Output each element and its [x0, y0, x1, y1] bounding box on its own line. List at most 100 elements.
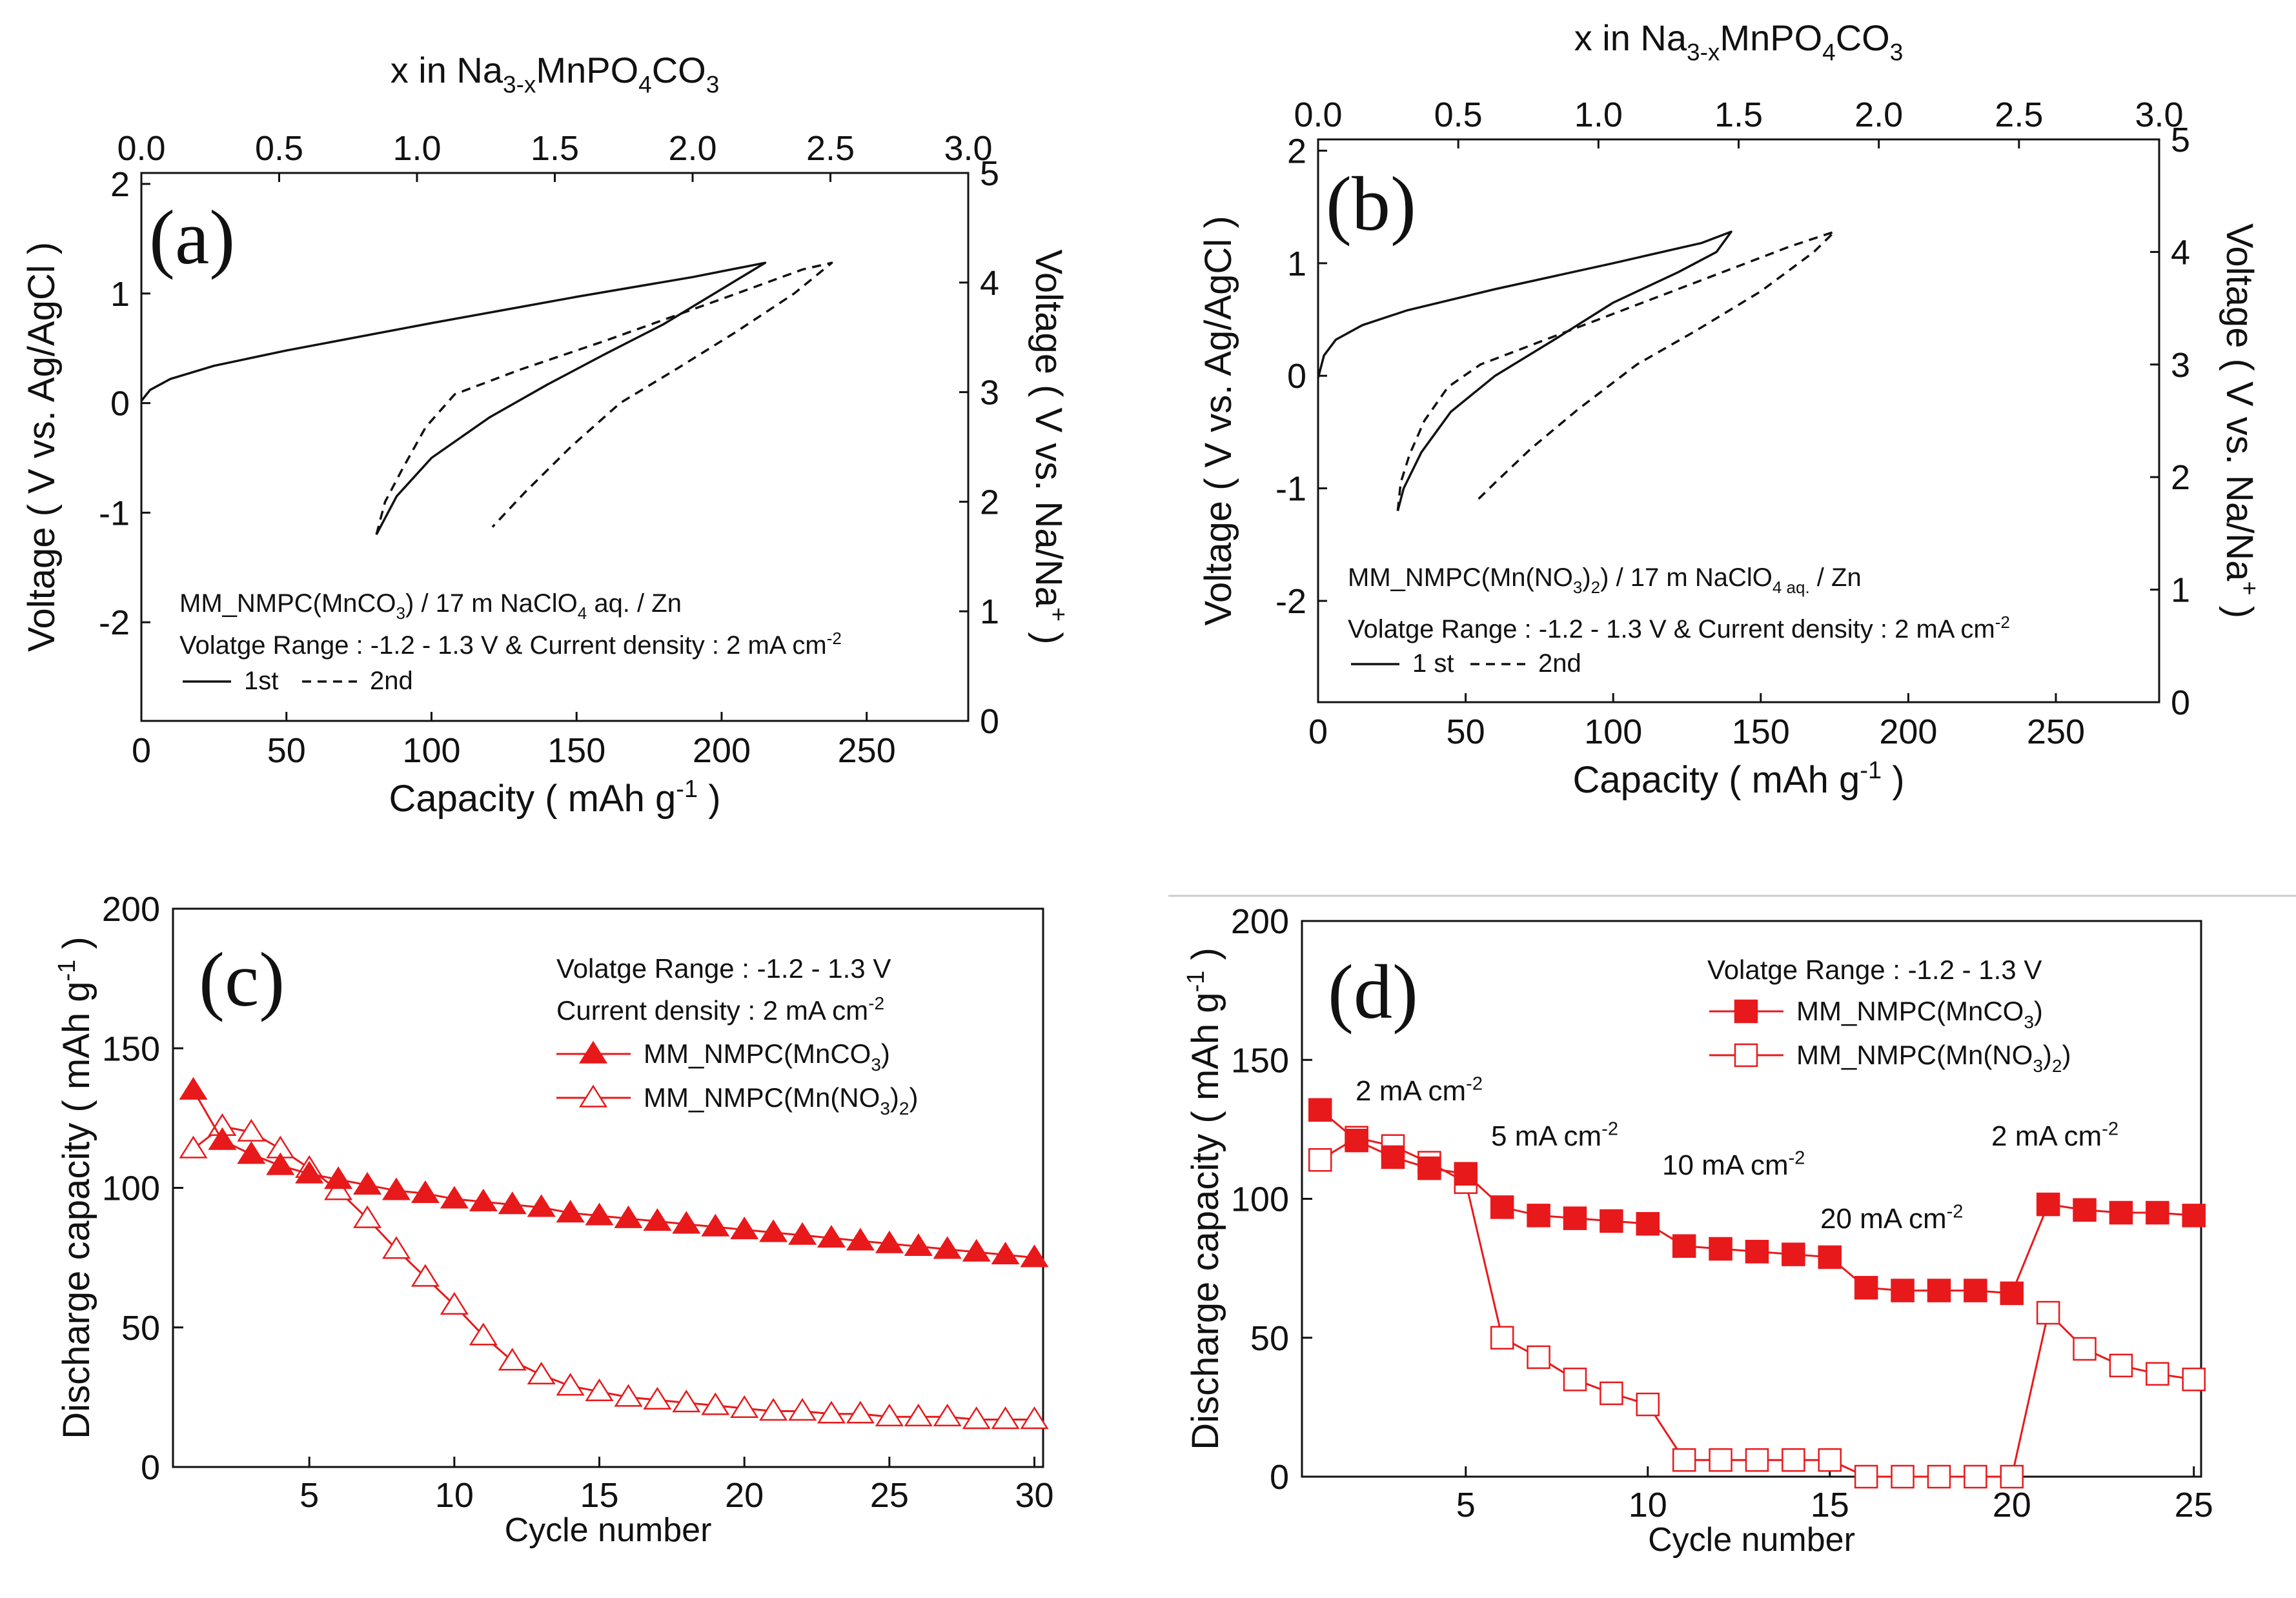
data-point: [469, 1322, 498, 1346]
data-point: [2000, 1281, 2024, 1306]
data-point: [904, 1403, 933, 1426]
text-part: ): [1582, 563, 1590, 592]
data-point: [1818, 1448, 1842, 1472]
sup-text: -2: [1947, 1201, 1964, 1222]
panel-c-cycling-chart: 5 10 15 20 25 30 0 50 100 150 200 Cycle number Disch…: [54, 890, 1054, 1549]
data-point: [179, 1077, 208, 1100]
sub-text: 4: [1822, 39, 1836, 66]
rate-label: 20 mA cm-2: [1820, 1201, 1963, 1235]
y2-tick-label: 1: [2171, 571, 2190, 610]
range-annotation: Volatge Range : -1.2 - 1.3 V & Current d…: [1348, 612, 2010, 643]
top-tick-label: 1.5: [1714, 96, 1763, 134]
data-point: [1964, 1279, 1987, 1302]
x-tick-label: 250: [2027, 713, 2085, 751]
text-part: ): [1882, 759, 1904, 801]
data-point: [2036, 1300, 2060, 1325]
y2-axis-label: Voltage ( V vs. Na/Na+ ): [1028, 249, 1072, 644]
data-point: [2182, 1368, 2206, 1391]
data-point: [1417, 1156, 1441, 1180]
data-point: [1020, 1406, 1049, 1430]
top-tick-label: 1.0: [392, 129, 441, 168]
y2-tick-label: 4: [980, 264, 999, 303]
y-axis-label: Voltage ( V vs. Ag/AgCl ): [1197, 216, 1239, 625]
x-tick-label: 0: [1308, 713, 1328, 751]
text-part: Voltage ( V vs. Na/Na: [2219, 223, 2260, 582]
text-part: Volatge Range : -1.2 - 1.3 V: [556, 953, 891, 984]
x-tick-label: 100: [402, 731, 460, 770]
text-part: x in Na: [391, 50, 503, 90]
y-tick-label: 0: [110, 385, 130, 423]
x-tick-label: 200: [693, 731, 751, 770]
sub-text: 4: [578, 603, 587, 623]
x-tick-label: 15: [580, 1476, 618, 1515]
sub-text: 2: [2052, 1056, 2062, 1076]
y2-tick-label: 4: [2171, 233, 2190, 272]
data-point: [353, 1205, 382, 1228]
data-point: [875, 1403, 904, 1426]
text-part: CO: [1836, 17, 1890, 58]
data-point: [179, 1135, 208, 1158]
data-point: [2146, 1362, 2169, 1386]
y2-tick-label: 0: [980, 702, 999, 741]
y-tick-label: 0: [1287, 357, 1306, 396]
text-part: MM_NMPC(Mn(NO: [1348, 563, 1573, 592]
text-part: Discharge capacity ( mAh g: [1184, 993, 1226, 1450]
data-point: [237, 1118, 266, 1142]
data-point: [1381, 1145, 1405, 1169]
data-point: [1600, 1381, 1623, 1406]
data-point: [817, 1224, 846, 1248]
sub-text: 2: [899, 1098, 909, 1118]
x-tick-label: 50: [1447, 713, 1485, 751]
sup-text: -2: [868, 993, 884, 1013]
data-point: [266, 1152, 295, 1175]
x-tick-label: 10: [1629, 1486, 1667, 1524]
sub-text: 3: [871, 1055, 881, 1075]
data-point: [1527, 1204, 1550, 1228]
y2-axis-label: Voltage ( V vs. Na/Na+ ): [2219, 223, 2262, 618]
data-point: [498, 1348, 527, 1371]
top-tick-label: 2.0: [1854, 96, 1903, 134]
data-point: [1563, 1206, 1587, 1230]
y2-tick-label: 3: [2171, 346, 2190, 385]
x-tick-label: 200: [1879, 713, 1937, 751]
text-part: 5 mA cm: [1491, 1120, 1601, 1152]
y-tick-label: 1: [1287, 245, 1306, 283]
x-tick-label: 5: [300, 1476, 319, 1515]
data-point: [237, 1141, 266, 1164]
x-tick-label: 50: [267, 731, 306, 770]
data-point: [730, 1217, 759, 1240]
rate-label: 10 mA cm-2: [1662, 1148, 1805, 1181]
sup-text: +: [1044, 607, 1072, 622]
top-tick-label: 3.0: [2135, 96, 2183, 134]
y-tick-label: 0: [1270, 1458, 1289, 1497]
sub-text: 3: [2024, 1012, 2034, 1032]
top-tick-label: 1.5: [531, 129, 579, 168]
legend-label: MM_NMPC(MnCO3): [1796, 996, 2043, 1032]
sub-text: 2: [1591, 578, 1600, 597]
text-part: ) / 17 m NaClO: [1600, 563, 1773, 592]
x-tick-label: 20: [725, 1476, 764, 1515]
x-tick-label: 150: [547, 731, 605, 770]
data-point: [1782, 1242, 1805, 1266]
data-point: [2036, 1192, 2060, 1217]
data-point: [1308, 1098, 1332, 1122]
data-point: [933, 1236, 962, 1259]
sup-text: -1: [1183, 971, 1210, 993]
text-part: ): [909, 1082, 918, 1113]
rate-label: 2 mA cm-2: [1991, 1118, 2118, 1152]
text-part: ): [2062, 1040, 2071, 1070]
plot-frame: [172, 907, 1044, 1468]
top-tick-label: 2.0: [668, 129, 716, 168]
data-point: [643, 1208, 672, 1231]
y-axis-label: Discharge capacity ( mAh g-1 ): [1183, 947, 1226, 1450]
text-part: x in Na: [1574, 17, 1687, 58]
legend-label-2nd: 2nd: [370, 667, 413, 695]
data-point: [469, 1188, 498, 1211]
range-annotation: Volatge Range : -1.2 - 1.3 V & Current d…: [179, 629, 842, 660]
data-point: [1891, 1279, 1915, 1302]
data-point: [1927, 1464, 1951, 1489]
y-tick-label: -1: [1275, 470, 1306, 509]
y2-tick-label: 0: [2171, 683, 2190, 722]
data-point: [846, 1401, 875, 1424]
